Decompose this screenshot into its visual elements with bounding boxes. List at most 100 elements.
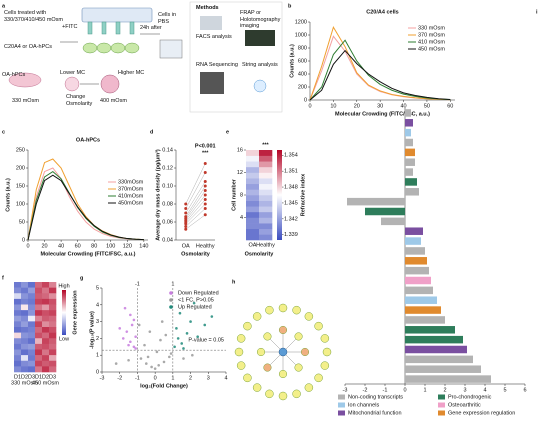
y-tick-label: 250: [16, 147, 25, 153]
y-tick-label: 4: [96, 302, 99, 308]
legend-swatch: [438, 402, 445, 408]
heatmap-cell: [49, 355, 57, 362]
y-tick-label: 1200: [295, 19, 307, 25]
y-axis-label: Cell number: [231, 178, 237, 211]
y-tick-label: 4: [240, 215, 243, 221]
annotation: P<0.001: [195, 143, 216, 149]
data-point: [150, 365, 153, 369]
network-node: [236, 334, 246, 343]
x-tick-label: 0: [154, 375, 157, 381]
heatmap-cell: [28, 355, 36, 362]
sequencer: [200, 72, 224, 94]
data-point: [203, 207, 207, 210]
bar: [405, 109, 411, 117]
network-node: [252, 383, 262, 392]
legend-label: 370 mOsm: [418, 32, 445, 38]
legend-label: Ion channels: [348, 402, 379, 408]
heatmap-cell: [49, 338, 57, 345]
heatmap-cell: [21, 360, 29, 367]
data-point: [210, 315, 214, 318]
heatmap-cell: [28, 315, 36, 322]
x-tick-label: 4: [483, 387, 486, 393]
x-tick-label: 20: [41, 243, 47, 249]
heatmap-cell: [21, 282, 29, 288]
series-line: [27, 174, 144, 241]
x-tick-label: 4: [224, 375, 227, 381]
heatmap-cell: [35, 304, 43, 311]
bar: [405, 266, 429, 275]
heatmap-cell: [14, 338, 22, 345]
diagram-a: [8, 1, 283, 113]
heatmap-cell: [246, 189, 260, 196]
y-tick-label: 600: [298, 58, 307, 64]
data-point: [132, 345, 136, 349]
network-node: [265, 389, 274, 399]
heatmap-cell: [28, 349, 36, 356]
bar: [405, 296, 437, 304]
panel-label: i: [536, 9, 538, 15]
x-tick-label: 20: [354, 103, 360, 109]
heatmap-cell: [35, 366, 43, 373]
heatmap-cell: [28, 321, 36, 328]
colorbar-tick-label: 1.354: [284, 153, 298, 159]
network-node: [243, 321, 252, 331]
heatmap-cell: [14, 315, 22, 322]
x-tick-label: -3: [343, 387, 348, 393]
legend-label: <1 FC, P>0.05: [178, 297, 214, 303]
heatmap-cell: [14, 349, 22, 356]
heatmap-cell: [49, 360, 57, 367]
data-point: [155, 350, 159, 354]
data-point: [176, 337, 180, 340]
x-tick-label: -2: [363, 387, 368, 393]
bar: [405, 316, 445, 324]
data-point: [114, 362, 118, 365]
heatmap-cell: [49, 343, 57, 350]
data-point: [203, 171, 207, 174]
colorbar-tick-label: 1.339: [284, 232, 298, 238]
network-node: [304, 312, 314, 321]
y-tick-label: 0: [96, 369, 99, 375]
bar: [405, 227, 423, 235]
y-tick-label: 0.10: [162, 183, 173, 189]
heatmap-cell: [14, 366, 22, 373]
heatmap-cell: [35, 321, 43, 328]
heatmap-cell: [246, 178, 260, 185]
pair-line: [185, 208, 206, 227]
label: 400 mOsm: [100, 98, 127, 104]
data-point: [180, 342, 184, 345]
data-point: [127, 358, 130, 362]
legend-marker: [169, 291, 173, 295]
heatmap-cell: [28, 360, 36, 367]
label: Cells in PBS: [158, 12, 177, 25]
chart-title: OA-hPCs: [76, 137, 100, 143]
heatmap-cell: [21, 343, 29, 350]
heatmap-cell: [35, 298, 43, 305]
data-point: [132, 318, 136, 322]
y-axis-label: -log₁₀(P value): [89, 311, 95, 349]
x-tick-label: 5: [503, 387, 506, 393]
pair-line: [185, 163, 206, 205]
heatmap-cell: [28, 287, 36, 294]
heatmap-cell: [259, 155, 273, 162]
heatmap-cell: [35, 327, 43, 333]
legend-label: Osteoarthritic: [448, 402, 481, 408]
heatmap-cell: [42, 349, 50, 356]
legend-label: 410mOsm: [118, 193, 144, 199]
network-node: [292, 305, 301, 315]
panel-label: d: [150, 129, 153, 135]
colorbar-label-high: High: [58, 283, 69, 289]
y-tick-label: 0.08: [162, 201, 173, 207]
legend-marker: [169, 305, 173, 309]
bar: [405, 188, 419, 196]
data-point: [162, 360, 166, 364]
cell-low: [64, 76, 80, 92]
data-point: [139, 357, 143, 360]
heatmap-cell: [42, 343, 50, 350]
heatmap-cell: [259, 150, 273, 156]
colorbar: [62, 290, 66, 335]
legend-label: 450mOsm: [118, 200, 144, 206]
heatmap-cell: [42, 366, 50, 373]
heatmap-cell: [21, 338, 29, 345]
colorbar-tick-label: 1.342: [284, 216, 298, 222]
bar: [405, 178, 417, 186]
